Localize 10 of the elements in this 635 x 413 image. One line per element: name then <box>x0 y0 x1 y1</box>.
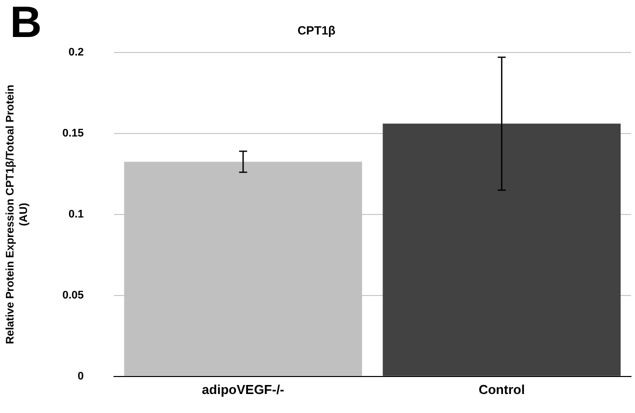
y-tick-label: 0.15 <box>62 127 84 140</box>
y-tick-label: 0.05 <box>62 289 84 302</box>
x-tick-label: adipoVEGF-/- <box>202 382 284 397</box>
y-tick-label: 0.2 <box>68 46 84 58</box>
chart-title: CPT1β <box>298 24 336 38</box>
y-axis-title: Relative Protein Expression CPT1β/Totoal Protein (AU) <box>4 84 30 344</box>
text: B <box>10 0 42 48</box>
y-tick-label: 0 <box>78 370 84 382</box>
y-tick-label: 0.1 <box>68 208 84 220</box>
x-tick-label: Control <box>478 382 525 397</box>
